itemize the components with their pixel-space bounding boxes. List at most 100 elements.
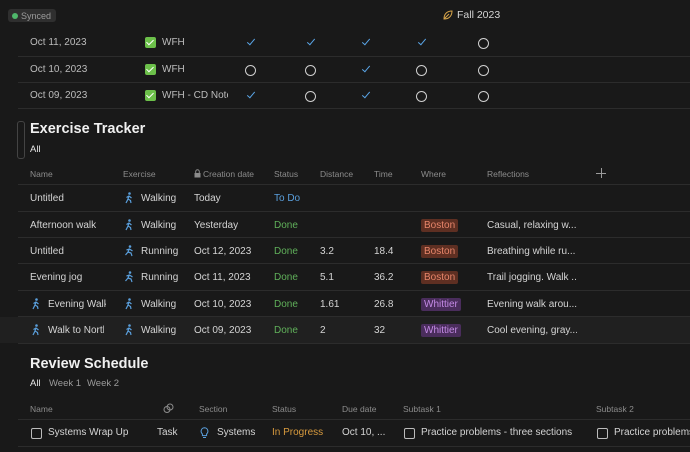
row-exercise: Walking <box>141 325 177 336</box>
column-header-section[interactable]: Section <box>199 404 228 414</box>
column-header-name[interactable]: Name <box>30 169 53 179</box>
circle-icon[interactable] <box>245 65 256 76</box>
table-row[interactable]: Walk to North Walking Oct 09, 2023 Done … <box>0 317 690 343</box>
daily-label: WFH - CD Note <box>162 90 228 101</box>
status-badge[interactable]: To Do <box>274 193 301 204</box>
row-section: Systems <box>217 427 256 438</box>
add-column-icon[interactable] <box>596 168 606 178</box>
review-schedule-title[interactable]: Review Schedule <box>30 356 149 372</box>
circle-icon[interactable] <box>416 91 427 102</box>
check-icon[interactable] <box>245 37 257 49</box>
status-badge[interactable]: Done <box>274 220 298 231</box>
row-creation-date: Oct 12, 2023 <box>194 246 252 257</box>
column-header-reflections[interactable]: Reflections <box>487 169 530 179</box>
row-distance: 2 <box>320 325 326 336</box>
check-icon[interactable] <box>360 37 372 49</box>
table-row[interactable]: Evening jog Running Oct 11, 2023 Done 5.… <box>0 264 690 290</box>
row-distance: 3.2 <box>320 246 334 257</box>
table-row[interactable]: Untitled Walking Today To Do <box>0 185 690 211</box>
row-due-date: Oct 10, ... <box>342 427 386 438</box>
divider <box>18 211 690 212</box>
checkbox-unchecked-icon[interactable] <box>31 428 42 439</box>
row-name: Untitled <box>30 246 64 257</box>
divider <box>18 263 690 264</box>
tab-week-1[interactable]: Week 1 <box>49 378 82 389</box>
column-header-due-date[interactable]: Due date <box>342 404 377 414</box>
runner-icon <box>125 245 133 257</box>
table-row[interactable]: Untitled Running Oct 12, 2023 Done 3.2 1… <box>0 238 690 264</box>
checkbox-unchecked-icon[interactable] <box>404 428 415 439</box>
checkbox-unchecked-icon[interactable] <box>597 428 608 439</box>
status-badge[interactable]: Done <box>274 325 298 336</box>
checkbox-checked-icon[interactable] <box>145 37 156 48</box>
row-reflections: Casual, relaxing w... <box>487 220 577 231</box>
check-icon[interactable] <box>245 90 257 102</box>
column-header-time[interactable]: Time <box>374 169 393 179</box>
status-badge[interactable]: Done <box>274 299 298 310</box>
row-name: Untitled <box>30 193 64 204</box>
circle-icon[interactable] <box>305 65 316 76</box>
column-header-creation-date[interactable]: Creation date <box>203 169 255 179</box>
column-header-subtask-1[interactable]: Subtask 1 <box>403 404 441 414</box>
circle-icon[interactable] <box>305 91 316 102</box>
check-icon[interactable] <box>305 37 317 49</box>
table-row[interactable]: Evening Walk Walking Oct 10, 2023 Done 1… <box>0 291 690 317</box>
tab-week-2[interactable]: Week 2 <box>87 378 120 389</box>
row-name: Walk to North <box>48 325 104 336</box>
leaf-icon <box>443 10 453 20</box>
where-tag[interactable]: Whittier <box>421 324 461 337</box>
row-creation-date: Yesterday <box>194 220 239 231</box>
row-subtask-1: Practice problems - three sections <box>421 427 573 438</box>
row-time: 18.4 <box>374 246 394 257</box>
row-reflections: Cool evening, gray... <box>487 325 577 336</box>
relation-icon[interactable] <box>163 403 174 414</box>
runner-icon <box>125 271 133 283</box>
divider <box>18 419 690 420</box>
where-tag[interactable]: Whittier <box>421 298 461 311</box>
column-header-exercise[interactable]: Exercise <box>123 169 156 179</box>
circle-icon[interactable] <box>478 38 489 49</box>
check-icon[interactable] <box>416 37 428 49</box>
column-header-where[interactable]: Where <box>421 169 447 179</box>
row-exercise: Walking <box>141 193 177 204</box>
tab-all[interactable]: All <box>30 378 41 389</box>
row-time: 26.8 <box>374 299 394 310</box>
tab-all[interactable]: All <box>30 144 41 155</box>
circle-icon[interactable] <box>416 65 427 76</box>
row-name: Evening jog <box>30 272 83 283</box>
checkbox-checked-icon[interactable] <box>145 64 156 75</box>
where-tag[interactable]: Boston <box>421 245 459 258</box>
daily-row[interactable]: Oct 09, 2023 WFH - CD Note <box>0 83 690 109</box>
row-exercise: Running <box>141 246 179 257</box>
daily-row[interactable]: Oct 11, 2023 WFH <box>0 30 690 56</box>
table-row[interactable]: Systems Wrap Up Task Systems In Progress… <box>0 420 690 446</box>
row-reflections: Breathing while ru... <box>487 246 576 257</box>
daily-row[interactable]: Oct 10, 2023 WFH <box>0 57 690 83</box>
column-header-distance[interactable]: Distance <box>320 169 354 179</box>
synced-label: Synced <box>21 10 52 21</box>
circle-icon[interactable] <box>478 91 489 102</box>
semester-title[interactable]: Fall 2023 <box>443 9 500 21</box>
status-badge[interactable]: Done <box>274 272 298 283</box>
column-header-name[interactable]: Name <box>30 404 53 414</box>
row-name: Evening Walk <box>48 299 106 310</box>
walker-icon <box>125 192 132 204</box>
column-header-subtask-2[interactable]: Subtask 2 <box>596 404 634 414</box>
row-distance: 1.61 <box>320 299 340 310</box>
where-tag[interactable]: Boston <box>421 219 459 232</box>
column-header-status[interactable]: Status <box>272 404 297 414</box>
status-badge[interactable]: In Progress <box>272 427 324 438</box>
status-badge[interactable]: Done <box>274 246 298 257</box>
check-icon[interactable] <box>360 64 372 76</box>
table-row[interactable]: Afternoon walk Walking Yesterday Done Bo… <box>0 212 690 238</box>
circle-icon[interactable] <box>478 65 489 76</box>
exercise-tracker-title[interactable]: Exercise Tracker <box>30 121 146 137</box>
check-icon[interactable] <box>360 90 372 102</box>
row-distance: 5.1 <box>320 272 334 283</box>
where-tag[interactable]: Boston <box>421 271 459 284</box>
walker-icon <box>125 324 132 336</box>
divider <box>18 290 690 291</box>
drag-handle[interactable] <box>17 121 25 159</box>
column-header-status[interactable]: Status <box>274 169 299 179</box>
checkbox-checked-icon[interactable] <box>145 90 156 101</box>
